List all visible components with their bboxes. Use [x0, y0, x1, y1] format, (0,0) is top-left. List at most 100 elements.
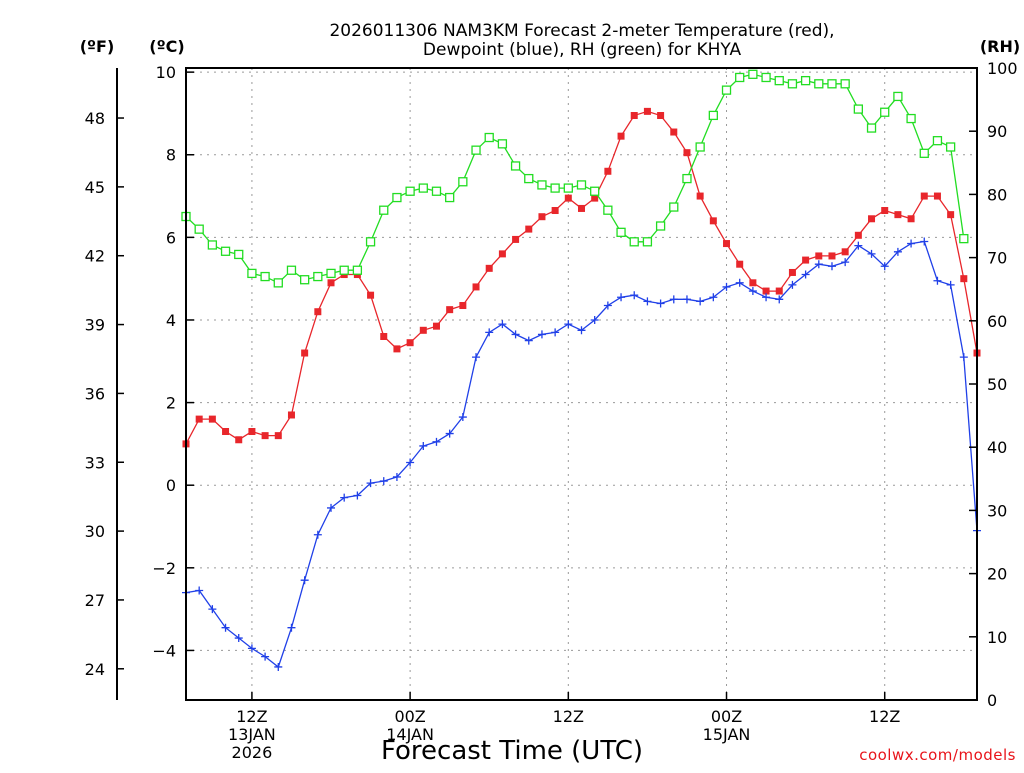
temperature-point — [235, 436, 243, 444]
dewpoint-point — [880, 262, 889, 271]
temperature-point — [432, 322, 440, 330]
temperature-point — [749, 279, 757, 287]
rh-point — [405, 186, 415, 196]
temperature-point — [498, 250, 506, 258]
temperature-point — [657, 112, 665, 120]
rh-point — [576, 180, 587, 190]
celsius-tick-label: 2 — [166, 394, 176, 413]
temperature-point — [380, 332, 388, 340]
fahrenheit-tick-label: 48 — [85, 109, 105, 128]
temperature-point — [604, 167, 612, 175]
fahrenheit-tick-label: 45 — [85, 178, 105, 197]
rh-tick-label: 60 — [987, 312, 1007, 331]
temperature-point — [261, 432, 269, 440]
dewpoint-point — [617, 293, 626, 302]
dewpoint-point — [261, 652, 270, 661]
temperature-point — [287, 411, 295, 419]
rh-point — [510, 161, 521, 171]
dewpoint-point — [498, 320, 507, 329]
x-tick-label: 15JAN — [703, 725, 751, 744]
rh-point — [537, 180, 547, 190]
dewpoint-point — [472, 353, 481, 362]
temperature-point — [907, 215, 915, 223]
rh-point — [484, 132, 494, 143]
x-tick-label: 12Z — [553, 707, 584, 726]
dewpoint-point — [274, 662, 283, 671]
rh-point — [497, 139, 508, 149]
temperature-point — [868, 215, 876, 223]
temperature-point — [393, 345, 401, 353]
rh-tick-label: 90 — [987, 122, 1007, 141]
dewpoint-point — [287, 623, 296, 632]
rh-point — [603, 205, 613, 215]
temperature-point — [933, 192, 941, 200]
grid-lines — [186, 68, 977, 700]
rh-point — [655, 221, 666, 231]
dewpoint-point — [669, 295, 678, 304]
rh-point — [721, 85, 732, 95]
temperature-point — [208, 415, 216, 423]
rh-tick-label: 30 — [987, 501, 1007, 520]
dewpoint-point — [432, 437, 441, 446]
temperature-point — [301, 349, 309, 357]
fahrenheit-tick-label: 30 — [85, 522, 105, 541]
fahrenheit-unit-label: (ºF) — [80, 37, 115, 56]
temperature-point — [709, 217, 717, 225]
temperature-point — [683, 149, 691, 157]
rh-point — [392, 192, 402, 203]
rh-point — [814, 79, 824, 89]
temperature-point — [248, 428, 256, 436]
temperature-point — [670, 128, 678, 136]
x-tick-label: 13JAN — [228, 725, 276, 744]
dewpoint-point — [221, 623, 230, 632]
relative-humidity-series — [181, 69, 969, 288]
dewpoint-point — [682, 295, 691, 304]
rh-point — [682, 173, 692, 184]
temperature-point — [472, 283, 480, 291]
dewpoint-point — [577, 326, 586, 335]
rh-point — [932, 136, 943, 146]
rh-point — [919, 148, 929, 158]
temperature-point — [578, 204, 585, 212]
rh-point — [590, 186, 600, 196]
temperature-point — [894, 211, 902, 219]
dewpoint-point — [458, 413, 467, 422]
temperature-point — [222, 428, 230, 436]
dewpoint-point — [788, 280, 797, 289]
series-layer — [181, 69, 981, 671]
rh-point — [629, 237, 639, 247]
dewpoint-point — [827, 262, 836, 271]
temperature-point — [512, 235, 520, 243]
temperature-point — [446, 306, 454, 314]
dewpoint-point — [656, 299, 665, 308]
rh-tick-label: 10 — [987, 628, 1007, 647]
rh-point — [220, 246, 231, 256]
rh-point — [286, 265, 297, 275]
rh-point — [260, 271, 270, 282]
temperature-point — [525, 225, 533, 233]
dewpoint-point — [603, 301, 612, 310]
rh-point — [840, 79, 850, 89]
rh-point — [273, 278, 283, 288]
rh-point — [194, 224, 204, 234]
dewpoint-point — [696, 297, 705, 306]
rh-point — [748, 69, 758, 79]
rh-point — [234, 249, 244, 260]
dewpoint-point — [340, 493, 349, 502]
chart-title-line-2: Dewpoint (blue), RH (green) for KHYA — [423, 40, 742, 60]
credit-watermark: coolwx.com/models — [859, 746, 1016, 764]
rh-tick-label: 50 — [987, 375, 1007, 394]
rh-point — [418, 183, 428, 193]
temperature-point — [367, 291, 375, 299]
rh-point — [893, 91, 903, 102]
x-tick-label: 00Z — [711, 707, 742, 726]
dewpoint-point — [735, 278, 744, 287]
temperature-point — [538, 213, 546, 221]
temperature-point — [815, 252, 823, 260]
temperature-point — [947, 211, 955, 219]
temperature-point — [551, 207, 559, 215]
celsius-tick-label: 8 — [166, 146, 176, 165]
temperature-point — [419, 326, 427, 334]
